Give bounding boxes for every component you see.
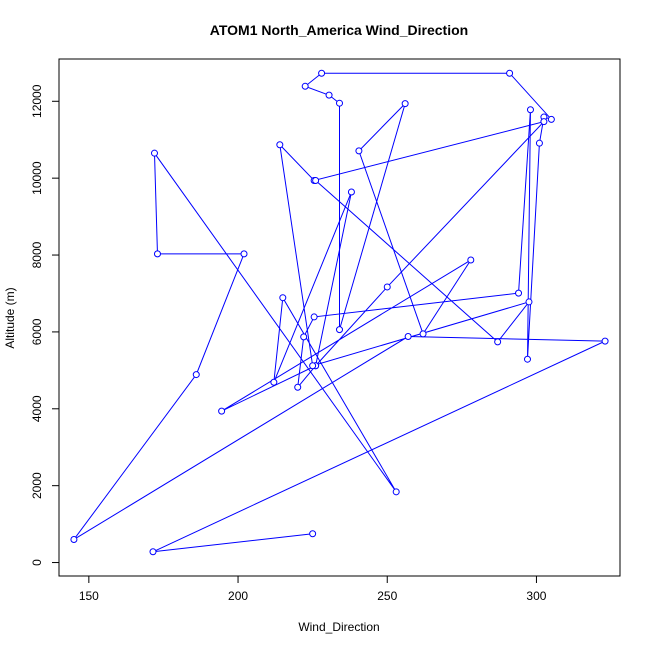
data-point (300, 333, 308, 341)
y-tick-label: 2000 (30, 472, 44, 499)
data-point (526, 106, 534, 114)
data-point (150, 149, 158, 157)
data-point (192, 371, 200, 379)
data-point (523, 355, 531, 363)
data-point (347, 188, 355, 196)
y-axis-label: Altitude (m) (3, 287, 17, 348)
data-point (404, 333, 412, 341)
data-point (270, 378, 278, 386)
data-point (336, 326, 343, 334)
data-point (218, 407, 226, 415)
y-tick-label: 6000 (30, 318, 44, 345)
y-tick-label: 12000 (30, 84, 44, 118)
data-point (240, 250, 248, 258)
data-point (276, 141, 284, 149)
data-point (401, 100, 409, 108)
data-point (336, 99, 343, 107)
data-point (149, 548, 157, 556)
data-point (279, 294, 287, 302)
y-tick-label: 10000 (30, 161, 44, 195)
data-point (535, 139, 543, 147)
x-axis: 150 200 250 300 (79, 575, 547, 603)
data-point (309, 362, 317, 370)
data-point (153, 250, 161, 258)
y-tick-label: 0 (30, 559, 44, 566)
data-point (383, 283, 391, 291)
data-point (467, 256, 475, 264)
data-point (392, 488, 400, 496)
data-point (312, 176, 320, 184)
data-point (309, 530, 317, 538)
data-point (355, 147, 363, 155)
x-tick-label: 250 (377, 589, 397, 603)
series-points (70, 69, 609, 556)
chart-title: ATOM1 North_America Wind_Direction (210, 22, 468, 38)
data-point (70, 535, 78, 543)
data-point (525, 298, 533, 306)
data-point (547, 115, 555, 123)
series-path (73, 72, 606, 553)
data-point (325, 91, 333, 99)
y-tick-label: 8000 (30, 241, 44, 268)
data-point (318, 69, 326, 77)
x-tick-label: 200 (228, 589, 248, 603)
x-tick-label: 300 (526, 589, 546, 603)
data-point (294, 383, 302, 391)
x-axis-label: Wind_Direction (298, 620, 379, 634)
data-point (601, 337, 609, 345)
data-point (494, 338, 502, 346)
data-point (310, 313, 318, 321)
data-point (301, 82, 309, 90)
data-point (515, 289, 523, 297)
y-tick-label: 4000 (30, 395, 44, 422)
x-tick-label: 150 (79, 589, 99, 603)
data-point (419, 330, 427, 338)
data-point (540, 118, 548, 126)
series-line (73, 72, 606, 553)
data-point (506, 69, 514, 77)
y-axis: 0 2000 4000 6000 8000 10000 12000 (30, 84, 60, 566)
